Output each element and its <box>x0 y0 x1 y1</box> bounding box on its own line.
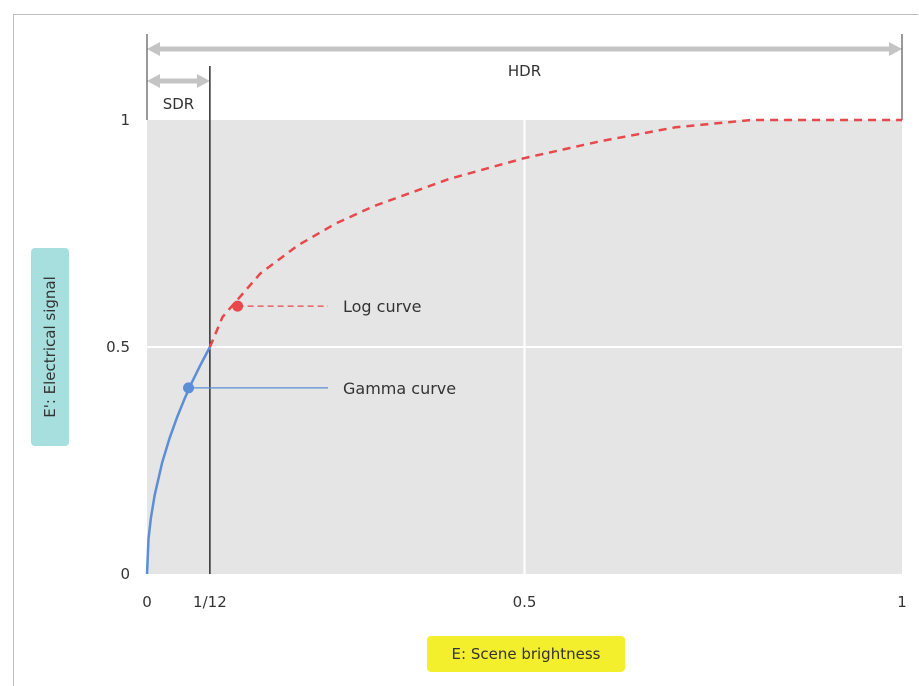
series-layer: Gamma curve Log curve <box>145 118 902 575</box>
figure-frame <box>13 14 918 686</box>
hdr-arrow-head-left <box>147 42 160 56</box>
y-tick-label: 0 <box>120 565 130 583</box>
x-tick-label: 1 <box>897 593 907 611</box>
log-curve-annotation: Log curve <box>343 297 422 316</box>
sdr-arrow <box>147 74 210 88</box>
y-tick-label: 1 <box>120 111 130 129</box>
gamma-curve-annotation: Gamma curve <box>343 379 456 398</box>
gamma-curve-line <box>145 346 212 575</box>
sdr-arrow-head-left <box>147 74 160 88</box>
x-tick-label: 0 <box>142 593 152 611</box>
gamma-curve-marker <box>183 382 195 394</box>
log-curve-marker <box>232 300 244 312</box>
hdr-arrow-head-right <box>889 42 902 56</box>
y-tick-label: 0.5 <box>106 338 130 356</box>
x-axis-label: E: Scene brightness <box>427 636 625 672</box>
tick-labels: 0 1/12 0.5 1 0 0.5 1 <box>106 111 907 611</box>
y-axis-label-box: E': Electrical signal <box>31 248 69 446</box>
y-axis-label: E': Electrical signal <box>41 276 60 418</box>
hdr-arrow <box>147 42 902 56</box>
range-arrows: HDR SDR <box>146 34 903 574</box>
grid-lines <box>147 120 902 574</box>
hdr-label: HDR <box>508 62 541 80</box>
log-curve-line <box>208 118 902 348</box>
sdr-label: SDR <box>163 95 195 113</box>
x-tick-label: 1/12 <box>193 593 227 611</box>
x-tick-label: 0.5 <box>513 593 537 611</box>
sdr-arrow-head-right <box>196 74 210 88</box>
